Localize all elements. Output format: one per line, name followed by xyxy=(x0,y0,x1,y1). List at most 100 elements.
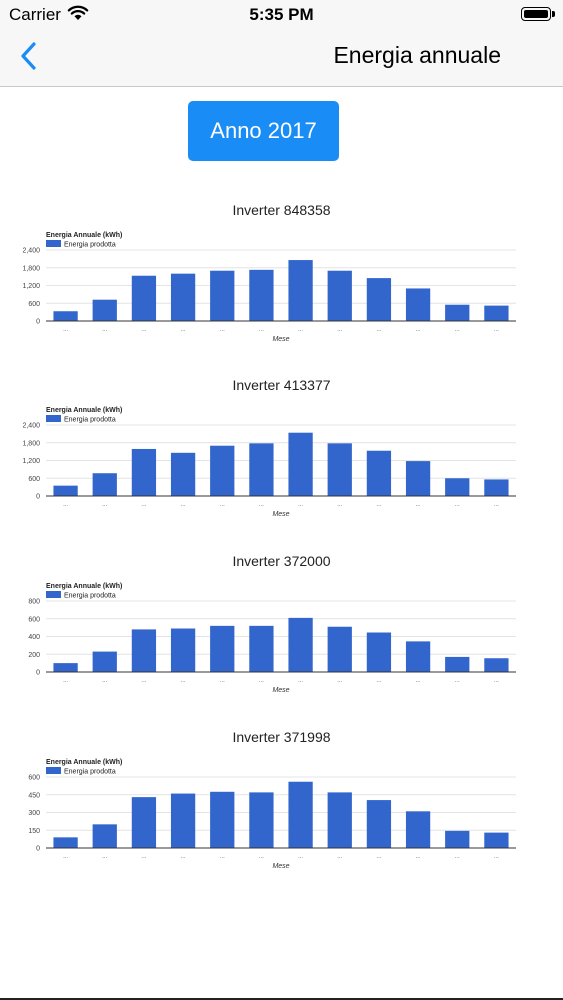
legend-label: Energia prodotta xyxy=(64,593,116,600)
legend-label: Energia prodotta xyxy=(64,417,116,424)
bar xyxy=(210,791,235,848)
x-tick-label: ... xyxy=(416,854,421,860)
bar xyxy=(366,450,392,496)
bar xyxy=(288,781,313,848)
x-tick-label: ... xyxy=(220,327,225,333)
x-tick-label: ... xyxy=(181,678,186,684)
x-tick-label: ... xyxy=(298,327,303,333)
bar xyxy=(327,792,352,848)
battery-icon xyxy=(521,7,551,21)
status-bar: Carrier 5:35 PM xyxy=(0,0,563,30)
bar xyxy=(170,452,196,496)
x-tick-label: ... xyxy=(259,502,264,508)
x-tick-label: ... xyxy=(102,327,107,333)
year-select-button[interactable]: Anno 2017 xyxy=(188,101,339,161)
bar xyxy=(327,626,352,672)
x-tick-label: ... xyxy=(416,502,421,508)
bar xyxy=(92,473,117,496)
bar xyxy=(288,617,313,672)
legend-swatch xyxy=(46,767,61,774)
bar xyxy=(170,793,196,848)
bar xyxy=(327,443,352,496)
x-tick-label: ... xyxy=(259,678,264,684)
x-tick-label: ... xyxy=(337,327,342,333)
chart-inverter-371998: Inverter 371998 Energia Annuale (kWh) Ene… xyxy=(0,729,563,879)
bar xyxy=(288,432,313,496)
x-axis-label: Mese xyxy=(272,863,289,870)
legend-swatch xyxy=(46,415,61,422)
y-tick-label: 800 xyxy=(28,599,40,606)
chevron-left-icon xyxy=(21,42,36,70)
wifi-icon xyxy=(67,5,89,20)
chart-inverter-848358: Inverter 848358 Energia Annuale (kWh) Ene… xyxy=(0,202,563,352)
bar-chart: Energia Annuale (kWh) Energia prodotta 0 15… xyxy=(28,759,516,870)
bar xyxy=(366,800,392,848)
bar-chart: Energia Annuale (kWh) Energia prodotta 0 20… xyxy=(28,583,516,694)
bar xyxy=(249,625,274,672)
bar xyxy=(249,792,274,848)
bar xyxy=(484,658,509,672)
battery-tip xyxy=(552,11,555,17)
bar xyxy=(92,651,117,672)
bar xyxy=(170,273,196,321)
bar xyxy=(131,275,157,321)
y-tick-label: 0 xyxy=(36,670,40,677)
x-tick-label: ... xyxy=(63,327,68,333)
x-tick-label: ... xyxy=(220,502,225,508)
y-tick-label: 600 xyxy=(28,616,40,623)
bar xyxy=(445,830,470,848)
y-tick-label: 0 xyxy=(36,846,40,853)
x-tick-label: ... xyxy=(181,502,186,508)
bar xyxy=(445,478,470,496)
legend-title: Energia Annuale (kWh) xyxy=(46,407,122,414)
y-tick-label: 0 xyxy=(36,494,40,501)
bar xyxy=(484,479,509,496)
x-tick-label: ... xyxy=(376,327,381,333)
bar xyxy=(405,461,431,496)
bar xyxy=(131,448,157,496)
legend-label: Energia prodotta xyxy=(64,242,116,249)
bar xyxy=(170,628,196,672)
chart-title: Inverter 371998 xyxy=(232,729,331,745)
chart-inverter-413377: Inverter 413377 Energia Annuale (kWh) Ene… xyxy=(0,377,563,527)
x-tick-label: ... xyxy=(376,854,381,860)
x-tick-label: ... xyxy=(494,502,499,508)
y-tick-label: 2,400 xyxy=(22,248,40,255)
bottom-divider xyxy=(0,998,563,1000)
x-tick-label: ... xyxy=(220,854,225,860)
x-axis-label: Mese xyxy=(272,336,289,343)
y-tick-label: 0 xyxy=(36,319,40,326)
bar xyxy=(92,824,117,848)
chart-title: Inverter 372000 xyxy=(232,553,331,569)
page-title: Energia annuale xyxy=(333,42,501,68)
x-tick-label: ... xyxy=(337,854,342,860)
year-button-label: Anno 2017 xyxy=(210,118,317,143)
x-tick-label: ... xyxy=(376,678,381,684)
bar xyxy=(327,270,352,321)
x-tick-label: ... xyxy=(141,678,146,684)
x-tick-label: ... xyxy=(376,502,381,508)
y-tick-label: 1,800 xyxy=(22,265,40,272)
x-tick-label: ... xyxy=(220,678,225,684)
bar xyxy=(249,443,274,496)
y-tick-label: 300 xyxy=(28,810,40,817)
legend-swatch xyxy=(46,591,61,598)
legend-label: Energia prodotta xyxy=(64,769,116,776)
bar xyxy=(484,305,509,321)
bar xyxy=(92,299,117,321)
bar xyxy=(405,288,431,321)
x-axis-label: Mese xyxy=(272,687,289,694)
chart-title: Inverter 413377 xyxy=(232,377,331,393)
legend-swatch xyxy=(46,240,61,247)
bar xyxy=(484,832,509,848)
back-button[interactable] xyxy=(14,38,48,74)
bar-chart: Energia Annuale (kWh) Energia prodotta 0 60… xyxy=(22,407,516,518)
x-tick-label: ... xyxy=(181,854,186,860)
bar xyxy=(210,625,235,672)
bar xyxy=(405,641,431,672)
bar xyxy=(366,632,392,672)
bar xyxy=(210,445,235,496)
x-tick-label: ... xyxy=(337,502,342,508)
y-tick-label: 600 xyxy=(28,476,40,483)
x-tick-label: ... xyxy=(494,854,499,860)
